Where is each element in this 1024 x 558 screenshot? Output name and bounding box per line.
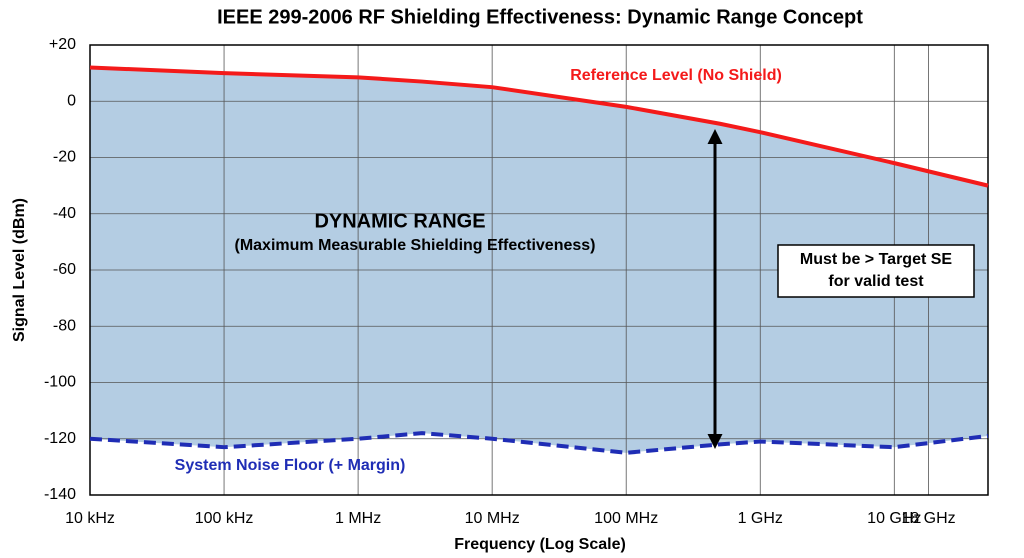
y-axis-label: Signal Level (dBm) [11, 198, 28, 342]
x-tick-label: 100 kHz [195, 510, 254, 527]
x-tick-label: 18 GHz [901, 510, 955, 527]
chart-title: IEEE 299-2006 RF Shielding Effectiveness… [217, 6, 863, 28]
dynamic-range-fill [90, 67, 988, 453]
annotation: DYNAMIC RANGE [314, 210, 485, 232]
y-tick-label: +20 [49, 36, 76, 53]
x-tick-label: 10 GHz [867, 510, 921, 527]
y-tick-label: -60 [53, 261, 76, 278]
series-line [89, 431, 989, 455]
x-tick-label: 1 MHz [335, 510, 381, 527]
y-tick-label: -20 [53, 149, 76, 166]
series-label: Reference Level (No Shield) [570, 67, 782, 84]
note-box [777, 244, 975, 298]
y-tick-label: -40 [53, 205, 76, 222]
plot-frame [89, 44, 989, 496]
series-line [89, 65, 989, 188]
x-tick-label: 10 MHz [465, 510, 520, 527]
x-axis-label: Frequency (Log Scale) [454, 536, 626, 553]
y-tick-label: -140 [44, 486, 76, 503]
annotation: (Maximum Measurable Shielding Effectiven… [235, 237, 596, 254]
y-tick-label: -80 [53, 317, 76, 334]
y-tick-label: 0 [67, 92, 76, 109]
annotation: Must be > Target SE [800, 251, 953, 268]
y-tick-label: -100 [44, 374, 76, 391]
x-tick-label: 100 MHz [594, 510, 658, 527]
series-label: System Noise Floor (+ Margin) [175, 457, 406, 474]
annotation: for valid test [828, 273, 924, 290]
y-tick-label: -120 [44, 430, 76, 447]
x-tick-label: 10 kHz [65, 510, 115, 527]
x-tick-label: 1 GHz [738, 510, 783, 527]
